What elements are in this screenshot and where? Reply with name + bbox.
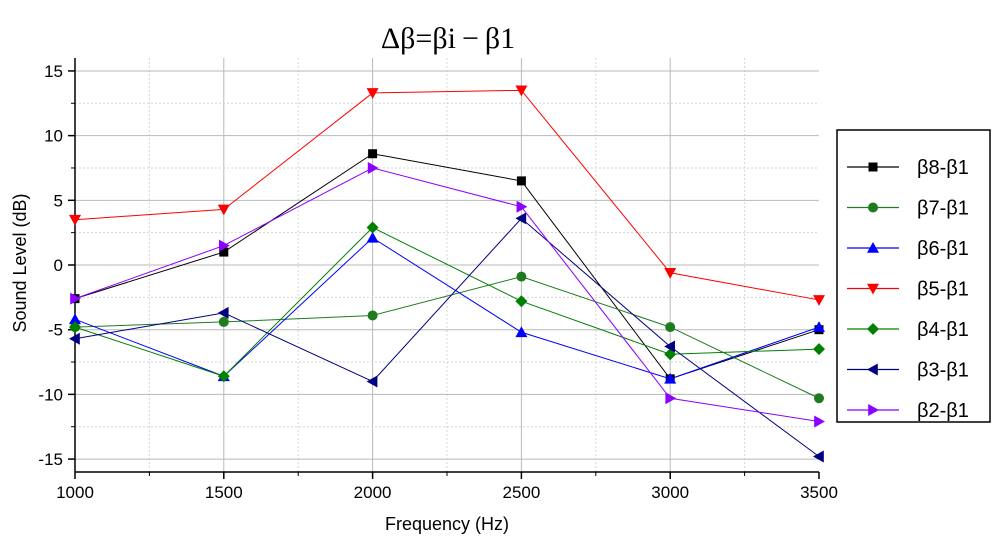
data-point: [516, 176, 526, 186]
data-point: [219, 247, 229, 257]
data-point: [813, 295, 825, 306]
y-tick-label: 5: [54, 191, 63, 210]
legend-label: β2-β1: [917, 400, 969, 422]
data-point: [516, 271, 527, 282]
series-5: [69, 221, 825, 383]
x-tick-label: 2500: [502, 483, 540, 502]
axes: [68, 58, 820, 479]
series-6: [69, 212, 824, 463]
data-point: [69, 321, 81, 334]
data-point: [368, 149, 378, 159]
legend-label: β3-β1: [917, 360, 969, 382]
chart-title: Δβ=βi − β1: [381, 22, 515, 55]
data-point: [366, 88, 379, 99]
series-line: [74, 276, 820, 399]
legend-marker: [868, 202, 878, 213]
data-point: [366, 231, 379, 243]
series-line: [74, 226, 820, 377]
x-tick-label: 1000: [56, 483, 94, 502]
legend-marker: [867, 323, 879, 335]
data-point: [367, 310, 378, 321]
legend-box: [836, 129, 991, 423]
data-point: [664, 267, 677, 279]
data-point: [515, 295, 528, 308]
grid-lines: [75, 58, 819, 472]
data-point: [516, 200, 528, 213]
y-tick-label: 10: [44, 127, 63, 146]
legend-label: β4-β1: [917, 319, 969, 341]
data-point: [813, 450, 824, 463]
legend-marker: [867, 283, 879, 295]
data-point: [664, 372, 677, 384]
data-point: [219, 239, 230, 252]
y-tick-label: 15: [44, 62, 63, 81]
x-tick-label: 1500: [205, 483, 243, 502]
data-point: [664, 340, 675, 353]
legend-label: β8-β1: [917, 157, 969, 179]
series-4: [69, 85, 825, 306]
data-point: [217, 306, 229, 319]
data-point: [813, 343, 825, 356]
legend: β8-β1 β7-β1 β6-β1 β5-β1 β4-β1 β3-β1 β2-β1: [836, 129, 991, 423]
series-line: [74, 217, 820, 457]
series-line: [74, 167, 820, 423]
y-tick-label: -10: [38, 385, 63, 404]
series-layer: [69, 85, 825, 463]
data-point: [69, 332, 80, 345]
legend-item: β5-β1: [847, 279, 969, 301]
legend-marker: [868, 162, 878, 172]
data-point: [218, 316, 229, 327]
data-point: [814, 415, 825, 428]
data-point: [366, 375, 378, 388]
y-tick-label: -15: [38, 450, 63, 469]
series-line: [74, 89, 820, 301]
legend-item: β7-β1: [847, 198, 969, 220]
series-line: [74, 237, 820, 380]
series-2: [70, 271, 824, 404]
legend-label: β6-β1: [917, 238, 969, 260]
y-tick-label: 0: [54, 256, 63, 275]
y-axis-title: Sound Level (dB): [10, 193, 30, 332]
y-tick-label: -5: [48, 321, 63, 340]
legend-item: β2-β1: [847, 400, 969, 422]
legend-label: β7-β1: [917, 198, 969, 220]
legend-item: β3-β1: [847, 360, 969, 382]
data-point: [70, 292, 81, 305]
legend-item: β6-β1: [847, 238, 969, 260]
data-point: [665, 322, 676, 333]
data-point: [217, 204, 230, 216]
data-point: [69, 214, 81, 226]
data-point: [367, 161, 379, 174]
data-point: [515, 85, 528, 97]
data-point: [814, 393, 824, 404]
tick-labels: 1000 1500 2000 2500 3000 3500 15 10 5 0 -5 -10 -15: [38, 62, 837, 502]
legend-item: β4-β1: [847, 319, 969, 341]
data-point: [813, 321, 825, 332]
x-tick-label: 3000: [651, 483, 689, 502]
x-tick-label: 2000: [354, 483, 392, 502]
data-point: [217, 370, 230, 383]
legend-item: β8-β1: [847, 157, 969, 179]
series-7: [70, 161, 825, 428]
data-point: [69, 313, 81, 325]
x-axis-title: Frequency (Hz): [385, 514, 509, 534]
legend-label: β5-β1: [917, 279, 969, 301]
data-point: [366, 221, 379, 234]
legend-marker: [867, 242, 879, 253]
legend-marker: [867, 363, 878, 376]
data-point: [515, 326, 528, 338]
data-point: [665, 392, 677, 405]
data-point: [515, 212, 527, 225]
legend-marker: [868, 404, 879, 416]
x-tick-label: 3500: [800, 483, 838, 502]
